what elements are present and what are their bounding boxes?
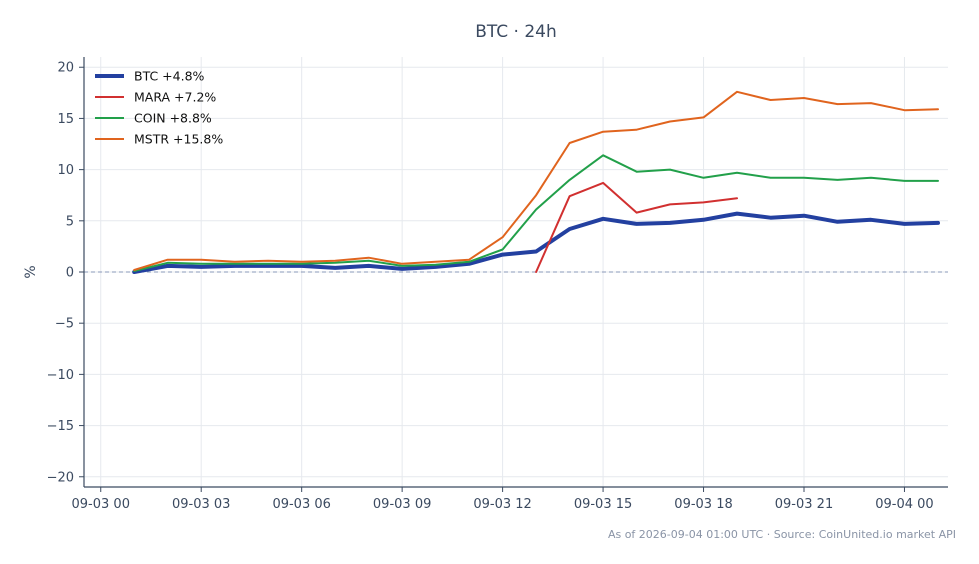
y-tick-label: 10 xyxy=(57,163,74,178)
x-tick-label: 09-03 15 xyxy=(574,497,632,512)
x-tick-label: 09-03 21 xyxy=(775,497,833,512)
y-tick-label: −15 xyxy=(47,419,74,434)
x-tick-label: 09-03 12 xyxy=(473,497,531,512)
x-tick-label: 09-03 18 xyxy=(674,497,732,512)
source-footnote: As of 2026-09-04 01:00 UTC · Source: Coi… xyxy=(608,528,956,541)
legend-item: COIN +8.8% xyxy=(95,111,212,126)
y-axis-label: % xyxy=(23,265,39,278)
y-tick-label: 20 xyxy=(57,61,74,76)
x-tick-label: 09-03 03 xyxy=(172,497,230,512)
y-tick-label: −20 xyxy=(47,470,74,485)
axes xyxy=(79,57,948,492)
legend: BTC +4.8% MARA +7.2% COIN +8.8% MSTR +15.8% xyxy=(95,69,223,147)
x-tick-label: 09-03 00 xyxy=(72,497,130,512)
x-tick-label: 09-03 09 xyxy=(373,497,431,512)
legend-item: MARA +7.2% xyxy=(95,90,216,105)
x-tick-label: 09-04 00 xyxy=(875,497,933,512)
legend-label: COIN +8.8% xyxy=(134,111,212,126)
x-tick-label: 09-03 06 xyxy=(272,497,330,512)
y-tick-labels: −20 −15 −10 −5 0 5 10 15 20 xyxy=(47,61,74,486)
y-tick-label: −5 xyxy=(55,317,74,332)
x-tick-labels: 09-03 00 09-03 03 09-03 06 09-03 09 09-03 12… xyxy=(72,497,934,512)
y-tick-label: 5 xyxy=(66,214,74,229)
series-line-3 xyxy=(133,90,939,271)
legend-label: BTC +4.8% xyxy=(134,69,205,84)
legend-item: BTC +4.8% xyxy=(95,69,205,84)
series-line-2 xyxy=(133,154,939,272)
series-lines xyxy=(132,90,940,274)
legend-label: MARA +7.2% xyxy=(134,90,216,105)
y-tick-label: 15 xyxy=(57,112,74,127)
y-tick-label: −10 xyxy=(47,368,74,383)
series-line-0 xyxy=(132,211,940,274)
y-tick-label: 0 xyxy=(66,266,74,281)
legend-label: MSTR +15.8% xyxy=(134,132,223,147)
legend-item: MSTR +15.8% xyxy=(95,132,223,147)
chart-title: BTC · 24h xyxy=(475,22,557,42)
series-line-1 xyxy=(535,181,738,273)
